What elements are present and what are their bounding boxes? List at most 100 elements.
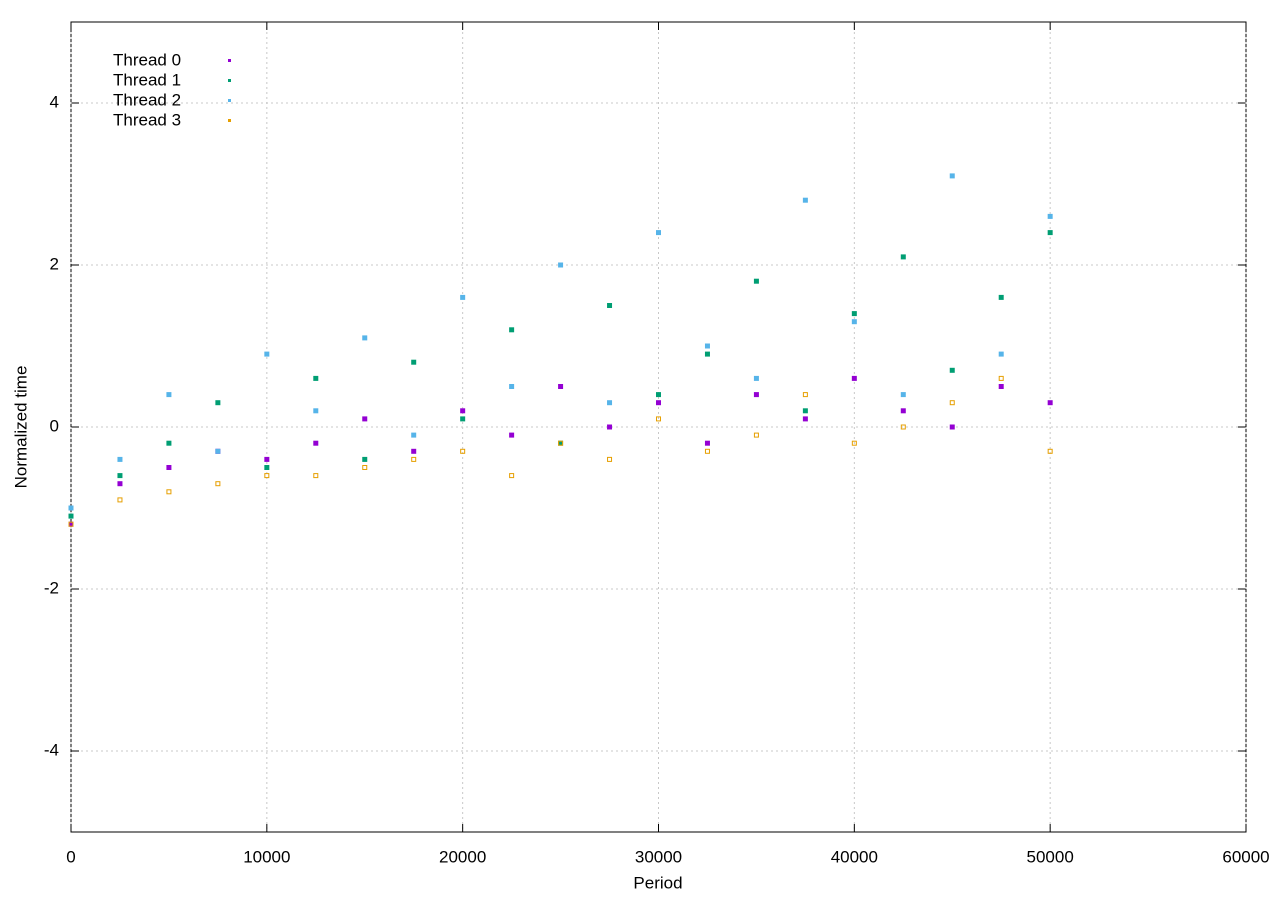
point: [900, 392, 906, 398]
point: [166, 489, 172, 495]
x-tick-label: 60000: [1222, 847, 1269, 866]
point: [313, 375, 319, 381]
point: [68, 521, 74, 527]
point: [1047, 213, 1053, 219]
point: [117, 497, 123, 503]
point: [949, 367, 955, 373]
legend-label: Thread 1: [113, 70, 181, 89]
point: [607, 400, 613, 406]
point: [753, 278, 759, 284]
point: [68, 505, 74, 511]
point: [949, 424, 955, 430]
point: [704, 351, 710, 357]
point: [362, 416, 368, 422]
point: [802, 408, 808, 414]
point: [264, 351, 270, 357]
point: [215, 448, 221, 454]
point: [704, 440, 710, 446]
y-tick-label: 2: [50, 254, 59, 273]
point: [264, 465, 270, 470]
point: [656, 392, 661, 398]
point: [411, 448, 417, 454]
point: [264, 456, 270, 462]
point: [509, 384, 515, 389]
x-tick-label: 50000: [1027, 847, 1074, 866]
point: [166, 465, 172, 470]
x-tick-label: 30000: [635, 847, 682, 866]
point: [704, 343, 710, 349]
point: [851, 319, 857, 325]
point: [509, 432, 515, 438]
point: [215, 481, 221, 487]
point: [656, 416, 661, 422]
x-axis-label: Period: [633, 873, 682, 892]
point: [607, 424, 613, 430]
legend-label: Thread 3: [113, 110, 181, 129]
point: [166, 392, 172, 398]
point: [68, 513, 74, 519]
point: [607, 303, 613, 308]
legend-marker: [228, 99, 231, 102]
point: [117, 481, 123, 487]
point: [607, 456, 613, 462]
point: [166, 440, 172, 446]
point: [900, 424, 906, 430]
x-tick-label: 40000: [831, 847, 878, 866]
point: [1047, 230, 1053, 236]
point: [656, 400, 661, 406]
point: [851, 375, 857, 381]
point: [949, 173, 955, 179]
y-tick-label: 0: [50, 416, 59, 435]
point: [704, 448, 710, 454]
point: [949, 400, 955, 406]
y-axis-label: Normalized time: [11, 366, 30, 489]
point: [1047, 448, 1053, 454]
point: [411, 359, 417, 365]
point: [998, 294, 1004, 300]
legend-marker: [228, 119, 231, 122]
x-tick-label: 10000: [243, 847, 290, 866]
point: [460, 294, 466, 300]
point: [68, 521, 74, 527]
point: [802, 392, 808, 398]
y-tick-label: -4: [44, 740, 59, 759]
point: [313, 408, 319, 414]
point: [558, 440, 564, 446]
x-tick-label: 20000: [439, 847, 486, 866]
point: [117, 456, 123, 462]
point: [656, 230, 661, 236]
point: [362, 456, 368, 462]
legend-marker: [228, 59, 231, 62]
point: [558, 262, 564, 268]
x-tick-label: 0: [66, 847, 75, 866]
point: [264, 473, 270, 479]
point: [753, 432, 759, 438]
legend-label: Thread 0: [113, 50, 181, 69]
point: [460, 416, 466, 422]
point: [1047, 400, 1053, 406]
point: [851, 440, 857, 446]
point: [998, 384, 1004, 389]
point: [460, 448, 466, 454]
point: [753, 392, 759, 398]
point: [998, 351, 1004, 357]
point: [558, 384, 564, 389]
point: [411, 432, 417, 438]
point: [900, 254, 906, 260]
point: [313, 440, 319, 446]
legend-marker: [228, 79, 231, 82]
point: [802, 197, 808, 203]
point: [509, 327, 515, 333]
point: [411, 456, 417, 462]
point: [460, 408, 466, 414]
point: [802, 416, 808, 422]
point: [117, 473, 123, 479]
y-tick-label: 4: [50, 92, 59, 111]
legend-label: Thread 2: [113, 90, 181, 109]
point: [215, 400, 221, 406]
y-tick-label: -2: [44, 578, 59, 597]
point: [362, 335, 368, 341]
point: [998, 375, 1004, 381]
point: [362, 465, 368, 470]
